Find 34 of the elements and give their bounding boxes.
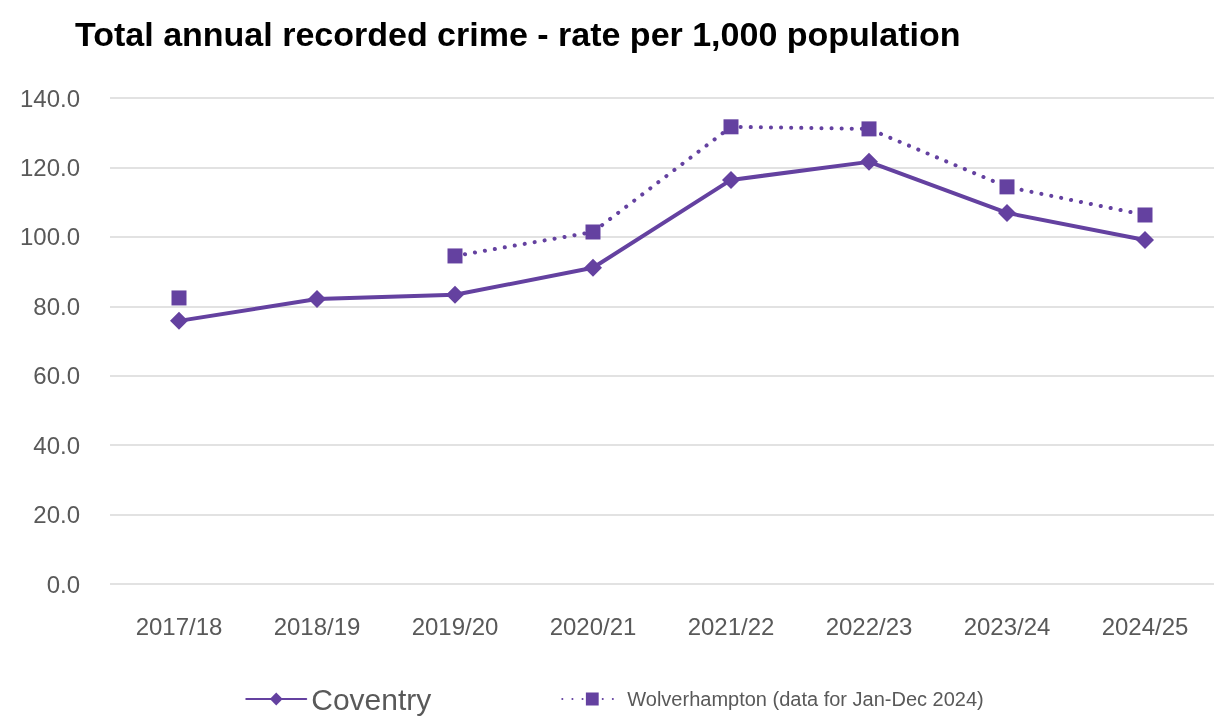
point [447, 248, 463, 264]
legend-label: Coventry [311, 682, 432, 716]
x-tick-label: 2022/23 [825, 612, 913, 640]
point [722, 170, 740, 189]
y-tick-label: 100.0 [19, 223, 80, 251]
point [584, 258, 602, 277]
y-tick-label: 120.0 [19, 153, 80, 181]
point [860, 152, 878, 171]
y-tick-label: 60.0 [33, 362, 80, 390]
y-tick-label: 0.0 [46, 570, 80, 598]
point [998, 203, 1016, 222]
x-tick-label: 2021/22 [687, 612, 775, 640]
legend-label: Wolverhampton (data for Jan-Dec 2024) [627, 688, 984, 710]
point [171, 290, 187, 306]
point [1137, 207, 1153, 223]
y-tick-label: 140.0 [19, 84, 80, 112]
point [308, 290, 326, 308]
x-tick-label: 2020/21 [549, 612, 637, 640]
x-tick-label: 2017/18 [135, 612, 223, 640]
point [723, 119, 739, 135]
y-tick-label: 80.0 [33, 292, 80, 320]
y-tick-label: 20.0 [33, 501, 80, 529]
x-tick-label: 2024/25 [1101, 612, 1189, 640]
x-tick-label: 2019/20 [411, 612, 499, 640]
point [585, 224, 601, 240]
point [999, 179, 1015, 195]
point [861, 121, 877, 137]
point [1136, 230, 1154, 249]
point [446, 285, 464, 304]
x-tick-label: 2018/19 [273, 612, 361, 640]
x-tick-label: 2023/24 [963, 612, 1051, 640]
point [170, 311, 188, 330]
chart-title: Total annual recorded crime - rate per 1,000 population [75, 15, 961, 53]
y-tick-label: 40.0 [33, 431, 80, 459]
